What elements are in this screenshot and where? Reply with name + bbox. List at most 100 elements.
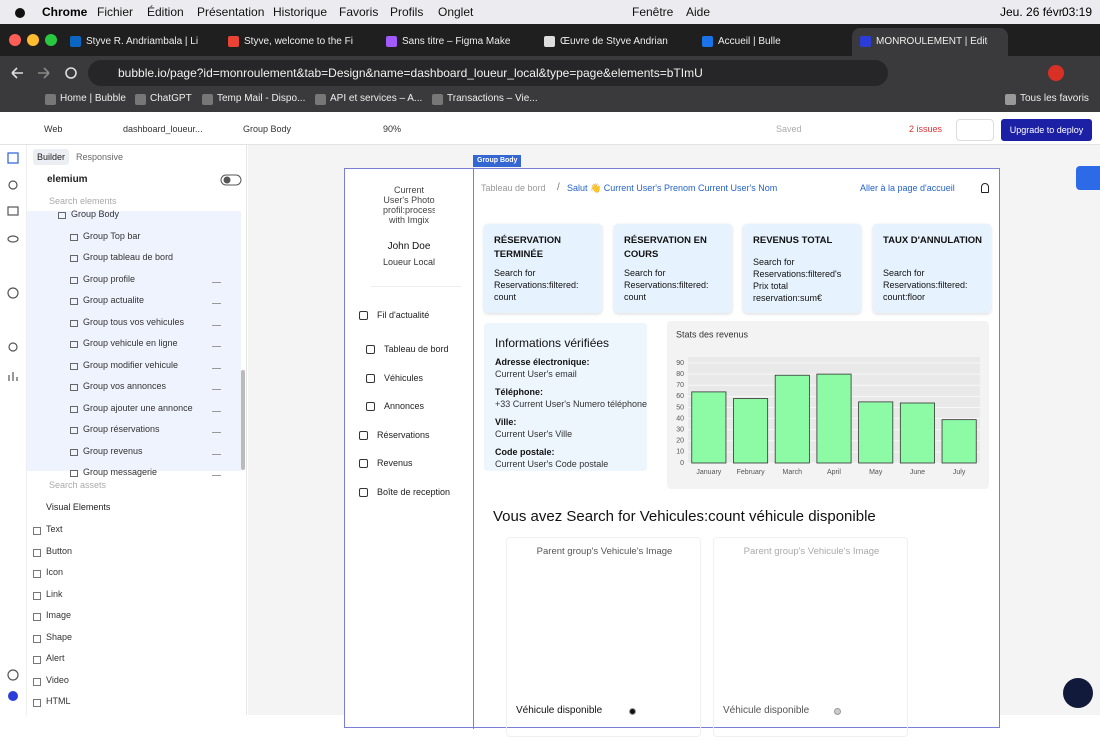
deploy-button[interactable]: Upgrade to deploy bbox=[1001, 119, 1092, 141]
url-field[interactable] bbox=[88, 60, 888, 86]
menu-item[interactable]: Historique bbox=[273, 5, 328, 19]
page-selector[interactable]: dashboard_loueur... bbox=[123, 124, 203, 134]
radio[interactable] bbox=[834, 708, 841, 715]
info-value: Current User's Code postale bbox=[495, 459, 609, 469]
menu-item[interactable]: Présentation bbox=[197, 5, 265, 19]
bookmark[interactable]: ChatGPT bbox=[150, 93, 192, 104]
browser-tab[interactable]: Styve R. Andriambala | Li bbox=[62, 28, 218, 56]
bookmark[interactable]: Transactions – Vie... bbox=[447, 93, 538, 104]
stat-card: REVENUS TOTAL Search for Reservations:fil… bbox=[743, 224, 861, 313]
layer-item[interactable]: Group revenus bbox=[83, 445, 143, 456]
panel-tab[interactable]: Responsive bbox=[76, 152, 124, 162]
floating-action[interactable] bbox=[1076, 166, 1100, 190]
layer-item[interactable]: Group Top bar bbox=[83, 230, 141, 241]
notification-bell[interactable] bbox=[981, 183, 989, 193]
layer-item[interactable]: Group tableau de bord bbox=[83, 252, 174, 262]
element-item[interactable]: Alert bbox=[46, 653, 65, 663]
menu-item[interactable]: Fichier bbox=[97, 5, 134, 19]
element-icon bbox=[33, 591, 41, 600]
assistant-button[interactable] bbox=[1063, 678, 1093, 708]
radio[interactable] bbox=[629, 708, 636, 715]
bookmark[interactable]: Temp Mail - Dispo... bbox=[217, 93, 306, 104]
browser-tab[interactable]: Accueil | Bulle bbox=[694, 28, 850, 56]
browser-tab[interactable]: Sans titre – Figma Make bbox=[378, 28, 534, 56]
element-item[interactable]: HTML bbox=[46, 696, 71, 706]
profile-avatar[interactable] bbox=[1046, 63, 1066, 83]
nav-item[interactable]: Tableau de bord bbox=[384, 344, 449, 354]
url[interactable]: bubble.io/page?id=monroulement&tab=Desig… bbox=[118, 66, 703, 80]
element-item[interactable]: Button bbox=[46, 545, 73, 556]
sidebar-divider bbox=[473, 169, 474, 729]
nav-item[interactable]: Boîte de reception bbox=[377, 487, 451, 497]
menu-item[interactable]: Fenêtre bbox=[632, 5, 674, 19]
home-link[interactable]: Aller à la page d'accueil bbox=[860, 183, 955, 193]
stat-title: RÉSERVATION EN COURS bbox=[624, 235, 707, 260]
element-item[interactable]: Text bbox=[46, 524, 63, 534]
bookmark[interactable]: Tous les favoris bbox=[1020, 93, 1089, 104]
element-item[interactable]: Icon bbox=[46, 567, 64, 577]
breadcrumb[interactable]: Tableau de bord bbox=[481, 183, 546, 193]
menu-item[interactable]: Favoris bbox=[339, 5, 379, 19]
bookmark[interactable]: Home | Bubble bbox=[60, 93, 126, 104]
search-elements[interactable]: Search elements bbox=[49, 196, 117, 206]
tab-title[interactable]: Œuvre de Styve Andrian bbox=[560, 36, 668, 47]
browser-tab[interactable]: Styve, welcome to the Fi bbox=[220, 28, 376, 56]
search-assets[interactable]: Search assets bbox=[49, 480, 107, 490]
menubar: Chrome Jeu. 26 févr. 03:19 Fichier Éditio… bbox=[0, 0, 1100, 24]
nav-item[interactable]: Réservations bbox=[377, 430, 430, 440]
layer-item[interactable]: Group messagerie bbox=[83, 467, 158, 477]
stat-value: Search for Reservations:filtered: count bbox=[494, 268, 579, 302]
layer-item[interactable]: Group modifier vehicule bbox=[83, 359, 179, 370]
tab-title[interactable]: Accueil | Bulle bbox=[718, 36, 781, 47]
menu-item[interactable]: Onglet bbox=[438, 5, 474, 19]
nav-item[interactable]: Annonces bbox=[384, 401, 425, 411]
element-icon bbox=[33, 677, 41, 686]
element-icon bbox=[33, 634, 41, 643]
tab-title[interactable]: Sans titre – Figma Make bbox=[402, 36, 511, 47]
layer-item[interactable]: Group tous vos vehicules bbox=[83, 316, 185, 327]
element-item[interactable]: Video bbox=[46, 674, 69, 685]
scrollbar bbox=[241, 370, 245, 470]
element-selector[interactable]: Group Body bbox=[243, 124, 292, 134]
info-value: Current User's email bbox=[495, 369, 577, 379]
tab-title[interactable]: Styve R. Andriambala | Li bbox=[86, 36, 198, 47]
browser-tab[interactable]: MONROULEMENT | Édite bbox=[852, 28, 1008, 56]
nav-item[interactable]: Fil d'actualité bbox=[377, 310, 430, 320]
tab-title[interactable]: MONROULEMENT | Édite bbox=[876, 36, 988, 47]
nav-icon bbox=[366, 345, 375, 354]
layer-item[interactable]: Group actualite bbox=[83, 295, 145, 305]
y-tick-label: 50 bbox=[676, 404, 684, 411]
bookmark[interactable]: API et services – A... bbox=[330, 93, 423, 104]
section-title: Visual Elements bbox=[46, 502, 111, 512]
issues[interactable]: 2 issues bbox=[909, 124, 943, 134]
browser-tab[interactable]: Œuvre de Styve Andrian bbox=[536, 28, 692, 56]
panel-tab[interactable]: Builder bbox=[37, 152, 66, 162]
layer-item[interactable]: Group profile bbox=[83, 273, 136, 284]
layer-item[interactable]: Group Body bbox=[71, 209, 120, 219]
menu-item[interactable]: Édition bbox=[147, 5, 184, 19]
nav-item[interactable]: Véhicules bbox=[384, 373, 424, 383]
nav-item[interactable]: Revenus bbox=[377, 458, 413, 468]
menu-item[interactable]: Aide bbox=[686, 5, 711, 19]
toggle[interactable] bbox=[220, 174, 242, 186]
vehicle-status: Véhicule disponible bbox=[723, 705, 810, 716]
app-name[interactable]: Chrome bbox=[42, 5, 88, 19]
tab-title[interactable]: Styve, welcome to the Fi bbox=[244, 36, 353, 47]
selection-badge[interactable]: Group Body bbox=[473, 155, 522, 167]
y-tick-label: 40 bbox=[676, 415, 684, 422]
layer-item[interactable]: Group ajouter une annonce bbox=[83, 402, 193, 413]
layer-item[interactable]: Group réservations bbox=[83, 424, 160, 434]
platform[interactable]: Web bbox=[44, 124, 63, 134]
x-tick-label: May bbox=[869, 469, 883, 476]
preview-button[interactable] bbox=[956, 119, 994, 141]
element-item[interactable]: Shape bbox=[46, 631, 73, 642]
element-item[interactable]: Image bbox=[46, 610, 72, 620]
nav-icon bbox=[366, 374, 375, 383]
layer-item[interactable]: Group vos annonces bbox=[83, 381, 167, 391]
element-icon bbox=[33, 699, 41, 707]
element-item[interactable]: Link bbox=[46, 588, 63, 599]
menu-item[interactable]: Profils bbox=[390, 5, 424, 19]
layer-item[interactable]: Group vehicule en ligne bbox=[83, 338, 178, 348]
zoom[interactable]: 90% bbox=[383, 124, 402, 134]
